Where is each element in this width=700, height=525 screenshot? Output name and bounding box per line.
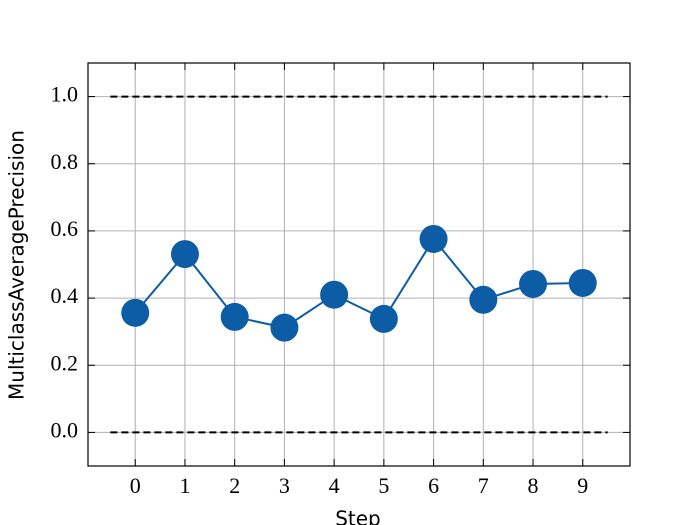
x-tick-label: 4	[329, 473, 340, 498]
x-tick-label: 0	[130, 473, 141, 498]
y-axis-label: MulticlassAveragePrecision	[5, 130, 29, 400]
point	[469, 285, 498, 314]
y-tick-label: 1.0	[51, 82, 79, 107]
point	[568, 268, 597, 297]
x-tick-label: 9	[577, 473, 588, 498]
series-line	[134, 237, 583, 329]
x-tick-label: 5	[378, 473, 389, 498]
point	[369, 304, 398, 333]
point	[419, 224, 448, 253]
x-tick-label: 6	[428, 473, 439, 498]
point	[121, 298, 150, 327]
x-tick-label: 1	[179, 473, 190, 498]
x-tick-label: 2	[229, 473, 240, 498]
y-tick-label: 0.8	[51, 149, 79, 174]
x-axis-label: Step	[335, 507, 381, 525]
plot-frame	[87, 62, 631, 467]
y-tick-label: 0.0	[51, 417, 79, 442]
x-tick-label: 8	[528, 473, 539, 498]
y-tick-label: 0.2	[51, 350, 79, 375]
x-tick-label: 7	[478, 473, 489, 498]
x-tick-label: 3	[279, 473, 290, 498]
point	[170, 240, 199, 269]
point	[270, 313, 299, 342]
point	[320, 280, 349, 309]
point	[519, 269, 548, 298]
point	[220, 302, 249, 331]
y-tick-label: 0.6	[51, 216, 79, 241]
y-tick-label: 0.4	[51, 283, 79, 308]
